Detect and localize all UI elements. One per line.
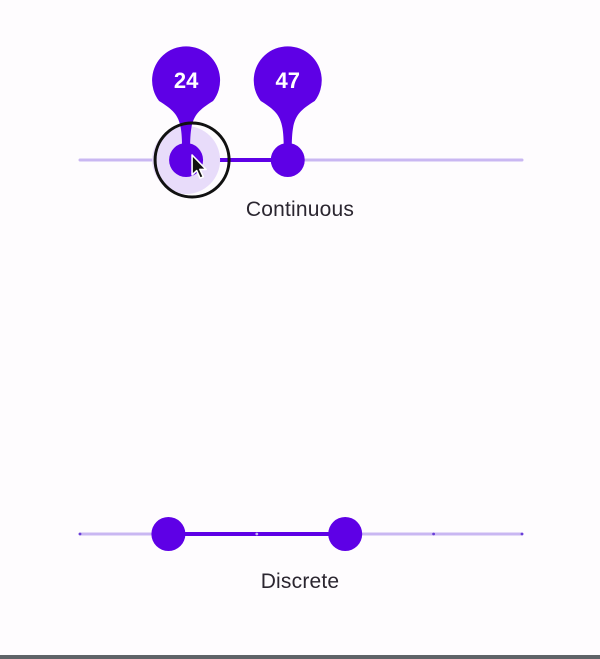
discrete-tick-mark <box>432 532 435 536</box>
discrete-range-slider[interactable] <box>0 494 600 574</box>
continuous-end-value-indicator: 47 <box>253 46 322 150</box>
value-indicator-text: 47 <box>275 68 299 93</box>
continuous-end-thumb[interactable] <box>270 143 305 177</box>
value-indicator-bubble <box>152 46 221 150</box>
continuous-start-value-indicator: 24 <box>152 46 221 150</box>
discrete-tick-mark <box>255 532 259 536</box>
window-bottom-edge <box>0 655 600 659</box>
continuous-range-slider[interactable]: 24 47 <box>0 0 600 240</box>
discrete-slider-label: Discrete <box>260 570 340 593</box>
discrete-end-thumb[interactable] <box>328 517 363 551</box>
cursor-highlight-ring <box>153 121 231 199</box>
continuous-slider-label: Continuous <box>245 198 355 221</box>
discrete-start-thumb[interactable] <box>151 517 186 551</box>
discrete-tick-mark <box>520 532 524 536</box>
value-indicator-text: 24 <box>174 68 199 93</box>
arrow-pointer-icon <box>191 154 207 179</box>
value-indicator-bubble <box>253 46 322 150</box>
discrete-tick-mark <box>78 532 82 536</box>
